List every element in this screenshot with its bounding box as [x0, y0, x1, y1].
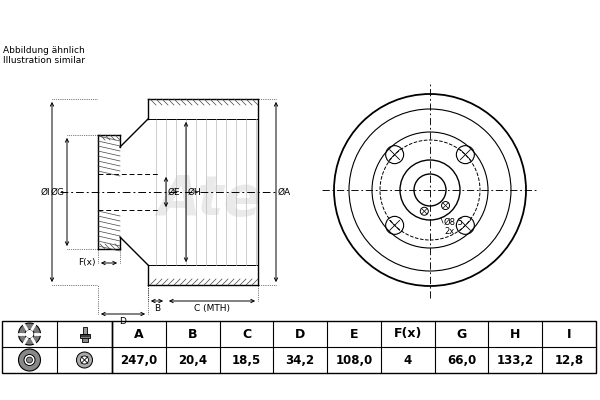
Text: 20,4: 20,4	[178, 354, 207, 366]
Text: ØE: ØE	[168, 188, 181, 196]
Bar	[79, 334, 89, 338]
Bar	[83, 327, 86, 334]
Text: ØH: ØH	[188, 188, 202, 196]
Text: F(x): F(x)	[79, 258, 96, 268]
Text: 2x: 2x	[444, 228, 454, 236]
Bar	[112, 321, 596, 373]
Text: Ø8,5: Ø8,5	[444, 218, 464, 228]
Circle shape	[26, 357, 32, 363]
Text: B: B	[188, 328, 197, 340]
Bar	[82, 337, 88, 342]
Text: Ate: Ate	[158, 173, 262, 227]
Text: 66,0: 66,0	[447, 354, 476, 366]
Text: G: G	[457, 328, 467, 340]
Text: 12,8: 12,8	[554, 354, 584, 366]
Text: 108,0: 108,0	[335, 354, 373, 366]
Text: I: I	[567, 328, 571, 340]
Circle shape	[19, 349, 41, 371]
Text: Abbildung ähnlich: Abbildung ähnlich	[3, 46, 85, 55]
Text: C: C	[242, 328, 251, 340]
Text: Illustration similar: Illustration similar	[3, 56, 85, 65]
Text: ØA: ØA	[278, 188, 291, 196]
Text: H: H	[510, 328, 521, 340]
Text: 4: 4	[404, 354, 412, 366]
Text: D: D	[119, 317, 127, 326]
Text: A: A	[134, 328, 144, 340]
Circle shape	[19, 323, 41, 345]
Text: F(x): F(x)	[394, 328, 422, 340]
Text: 18,5: 18,5	[232, 354, 261, 366]
Text: ØI: ØI	[40, 188, 50, 196]
Text: 24.0320-0132.1   520132: 24.0320-0132.1 520132	[144, 11, 456, 31]
Bar	[2, 321, 112, 373]
Text: 34,2: 34,2	[286, 354, 315, 366]
Text: ØG: ØG	[51, 188, 65, 196]
Text: C (MTH): C (MTH)	[194, 304, 230, 313]
Circle shape	[77, 352, 92, 368]
Text: B: B	[154, 304, 160, 313]
Circle shape	[24, 354, 35, 366]
Text: 133,2: 133,2	[497, 354, 534, 366]
Circle shape	[80, 356, 89, 364]
Text: E: E	[350, 328, 358, 340]
Text: 247,0: 247,0	[120, 354, 158, 366]
Text: D: D	[295, 328, 305, 340]
Circle shape	[25, 330, 34, 338]
